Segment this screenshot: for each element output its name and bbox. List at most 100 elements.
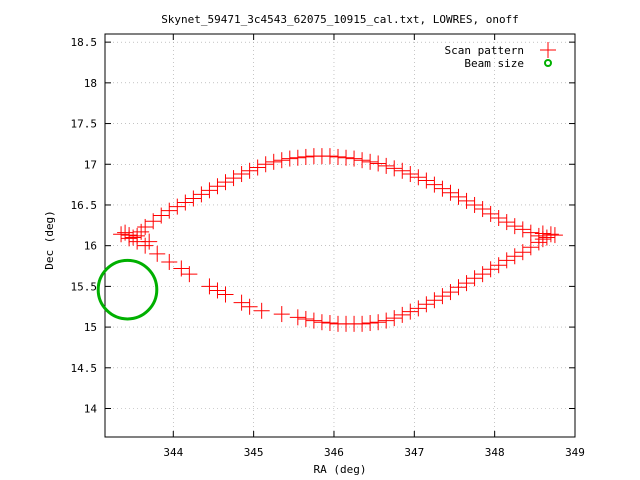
y-tick-label: 17.5: [71, 118, 98, 131]
scan-pattern-point: [201, 182, 218, 199]
scan-pattern-point: [394, 162, 411, 179]
scan-pattern-point: [253, 302, 270, 319]
scan-pattern-point: [506, 218, 523, 235]
scan-pattern-point: [113, 226, 130, 243]
scan-pattern-point: [542, 226, 559, 243]
scan-pattern-point: [458, 192, 475, 209]
scan-pattern-point: [546, 227, 563, 244]
scan-pattern-point: [534, 231, 551, 248]
grid: [105, 34, 576, 437]
scan-pattern-point: [378, 157, 395, 174]
scan-pattern-point: [329, 148, 346, 165]
scan-pattern-point: [506, 248, 523, 265]
scan-pattern-point: [273, 152, 290, 169]
scan-pattern-point: [225, 170, 242, 187]
scan-pattern-point: [458, 275, 475, 292]
scan-pattern-point: [522, 239, 539, 256]
scan-pattern-point: [305, 312, 322, 329]
scan-pattern-point: [418, 296, 435, 313]
y-axis-ticks: 14 14.5 15 15.5 16 16.5 17 17.5 18 18.5: [71, 36, 575, 416]
y-tick-label: 15.5: [71, 280, 98, 293]
scan-pattern-point: [185, 190, 202, 207]
scan-pattern-point: [297, 310, 314, 327]
scan-pattern-point: [137, 237, 154, 254]
scan-pattern-point: [434, 180, 451, 197]
scan-pattern-point: [386, 160, 403, 177]
scan-pattern-point: [466, 196, 483, 213]
x-tick-label: 347: [404, 446, 424, 459]
scan-pattern-point: [201, 278, 218, 295]
scan-pattern-point: [125, 229, 142, 246]
scan-pattern-point: [498, 214, 515, 231]
scan-pattern-point: [141, 233, 158, 250]
scan-pattern-point: [149, 245, 166, 262]
scan-pattern-point: [442, 284, 459, 301]
scan-pattern-point: [362, 315, 379, 332]
scan-pattern-point: [233, 294, 250, 311]
legend: Scan pattern Beam size: [445, 42, 556, 70]
beam-size-circle: [96, 258, 159, 321]
legend-scan-pattern-label: Scan pattern: [445, 44, 524, 57]
scan-pattern-point: [490, 209, 507, 226]
plot-frame: [104, 33, 576, 438]
scan-pattern-point: [402, 166, 419, 183]
scan-pattern-point: [538, 229, 555, 246]
scan-pattern-point: [249, 159, 266, 176]
scan-pattern-point: [434, 288, 451, 305]
scan-pattern-point: [241, 298, 258, 315]
scan-pattern-point: [362, 153, 379, 170]
scan-pattern-point: [329, 315, 346, 332]
y-tick-label: 14.5: [71, 362, 98, 375]
scan-pattern-point: [121, 230, 138, 247]
scan-pattern-point: [217, 174, 234, 191]
scan-pattern-point: [418, 172, 435, 189]
scan-pattern-point: [370, 314, 387, 331]
scan-pattern-point: [386, 310, 403, 327]
y-tick-label: 18: [84, 77, 97, 90]
y-tick-label: 16.5: [71, 199, 98, 212]
scan-pattern-point: [514, 244, 531, 261]
scan-pattern-point: [153, 207, 170, 224]
y-tick-label: 18.5: [71, 36, 98, 49]
x-tick-label: 345: [244, 446, 264, 459]
scan-pattern-point: [338, 149, 355, 166]
scan-pattern-point: [482, 205, 499, 222]
scan-pattern-point: [289, 309, 306, 326]
scan-pattern-point: [490, 257, 507, 274]
y-tick-label: 17: [84, 158, 97, 171]
scan-pattern-point: [426, 176, 443, 193]
scan-pattern-point: [530, 234, 547, 251]
scan-pattern-point: [217, 286, 234, 303]
scan-pattern-point: [209, 178, 226, 195]
scan-pattern-point: [354, 152, 371, 169]
scan-pattern-point: [466, 270, 483, 287]
scan-pattern-point: [474, 266, 491, 283]
scan-pattern-point: [450, 279, 467, 296]
x-tick-label: 344: [163, 446, 183, 459]
scan-pattern-point: [289, 149, 306, 166]
scan-pattern-point: [273, 306, 290, 323]
scan-pattern-point: [281, 150, 298, 167]
scan-pattern-point: [209, 282, 226, 299]
scan-pattern-point: [161, 202, 178, 219]
scan-pattern-point: [321, 315, 338, 332]
scan-pattern-point: [181, 266, 198, 283]
scan-pattern-point: [241, 162, 258, 179]
scan-pattern-point: [321, 148, 338, 165]
scan-pattern-point: [514, 221, 531, 238]
scan-pattern-point: [370, 155, 387, 172]
scan-pattern-point: [133, 223, 150, 240]
scan-pattern-point: [426, 292, 443, 309]
scan-pattern-point: [482, 261, 499, 278]
scan-pattern-point: [442, 184, 459, 201]
legend-beam-size-marker: [544, 59, 552, 67]
scan-pattern-point: [265, 153, 282, 170]
scan-pattern-point: [410, 169, 427, 186]
scan-pattern-point: [474, 201, 491, 218]
scan-pattern-point: [450, 188, 467, 205]
scan-pattern-point: [257, 156, 274, 173]
scan-pattern-point: [233, 166, 250, 183]
scan-pattern-point: [522, 224, 539, 241]
x-axis-ticks: 344 345 346 347 348 349: [163, 34, 585, 459]
